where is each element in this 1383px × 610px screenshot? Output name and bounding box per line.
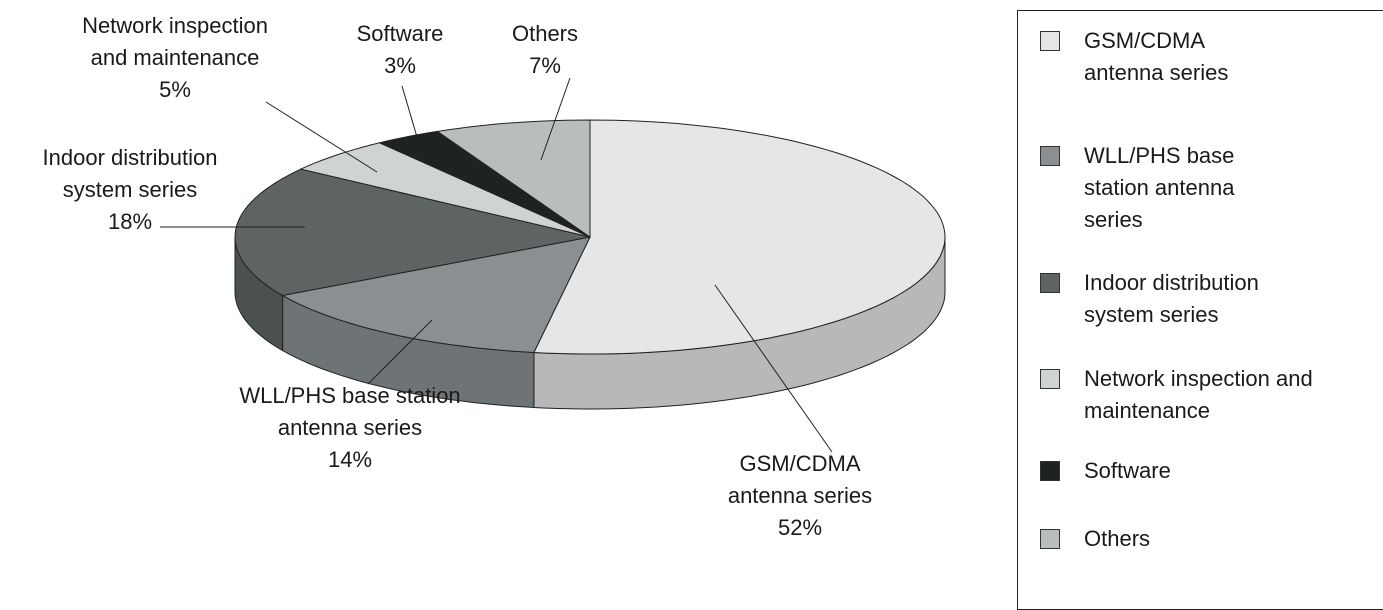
leader-line <box>540 77 571 161</box>
legend-swatch <box>1040 146 1060 166</box>
legend-label: GSM/CDMA antenna series <box>1084 28 1229 85</box>
legend-item: GSM/CDMA antenna series <box>1040 25 1244 89</box>
slice-category: Others <box>511 21 579 46</box>
legend-swatch <box>1040 273 1060 293</box>
legend-label: Others <box>1084 526 1151 551</box>
slice-category: Software <box>356 21 444 46</box>
legend-item: Indoor distribution system series <box>1040 267 1314 331</box>
legend-swatch <box>1040 529 1060 549</box>
legend-label: Indoor distribution system series <box>1084 270 1259 327</box>
slice-category: Network inspection and maintenance <box>82 13 268 70</box>
page: {"chart_data": {"type": "pie3d", "catego… <box>5 10 1383 610</box>
leader-line <box>265 101 378 173</box>
slice-percent: 7% <box>529 53 561 78</box>
legend-item: Others <box>1040 523 1284 555</box>
legend-item: WLL/PHS base station antenna series <box>1040 140 1254 236</box>
slice-percent: 18% <box>107 209 153 234</box>
slice-label: Network inspection and maintenance 5% <box>65 10 285 106</box>
chart <box>160 77 946 453</box>
slice <box>377 130 591 238</box>
legend-swatch <box>1040 369 1060 389</box>
legend-label: Software <box>1084 458 1171 483</box>
slice-category: WLL/PHS base station antenna series <box>239 383 461 440</box>
slice-label: Software 3% <box>345 18 455 82</box>
legend-item: Software <box>1040 455 1284 487</box>
legend-swatch <box>1040 461 1060 481</box>
slice-label: Others 7% <box>490 18 600 82</box>
slice <box>234 168 591 297</box>
legend-label: Network inspection and maintenance <box>1084 366 1313 423</box>
slice-percent: 3% <box>384 53 416 78</box>
legend-item: Network inspection and maintenance <box>1040 363 1324 427</box>
slice-percent: 52% <box>777 515 823 540</box>
leader-line <box>714 284 833 453</box>
slice <box>299 142 591 238</box>
slice <box>281 236 591 354</box>
leader-line <box>401 85 418 138</box>
slice-percent: 5% <box>159 77 191 102</box>
slice <box>533 119 946 355</box>
slice-label: GSM/CDMA antenna series 52% <box>715 448 885 544</box>
slice-category: GSM/CDMA antenna series <box>727 451 873 508</box>
legend-label: WLL/PHS base station antenna series <box>1084 143 1235 232</box>
legend: GSM/CDMA antenna series WLL/PHS base stat… <box>1017 10 1383 610</box>
slice-category: Indoor distribution system series <box>42 145 218 202</box>
slice-label: Indoor distribution system series 18% <box>5 142 255 238</box>
leader-line <box>367 319 433 385</box>
slice-percent: 14% <box>327 447 373 472</box>
slice-label: WLL/PHS base station antenna series 14% <box>230 380 470 476</box>
legend-swatch <box>1040 31 1060 51</box>
slice <box>436 119 591 238</box>
